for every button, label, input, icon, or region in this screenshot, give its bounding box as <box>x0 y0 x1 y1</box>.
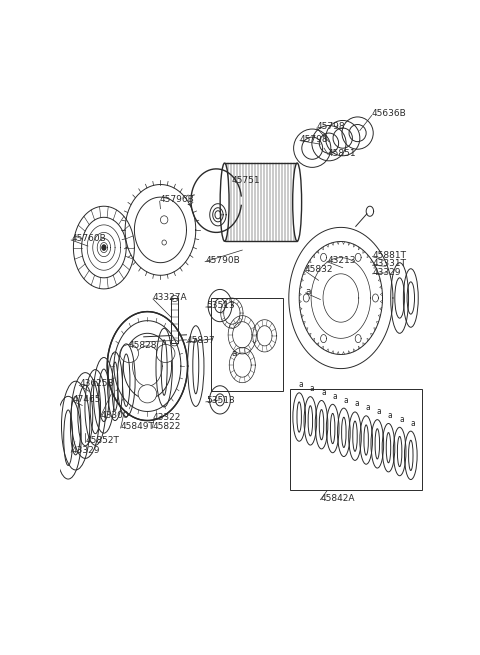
Bar <box>225 163 297 241</box>
Text: 43625B: 43625B <box>79 379 114 388</box>
Text: a: a <box>355 400 359 409</box>
Text: a: a <box>231 349 237 358</box>
Text: a: a <box>299 381 303 389</box>
Text: 45881T: 45881T <box>372 251 407 259</box>
Text: 45852T: 45852T <box>85 436 119 445</box>
Text: 45837: 45837 <box>186 337 215 345</box>
Text: 45796B: 45796B <box>160 195 194 204</box>
Text: a: a <box>399 415 404 424</box>
Ellipse shape <box>220 163 229 241</box>
Text: 43322: 43322 <box>152 413 180 422</box>
Text: a: a <box>366 403 371 412</box>
Text: 45849T: 45849T <box>120 422 155 431</box>
Text: a: a <box>305 287 311 296</box>
Text: a: a <box>321 388 326 397</box>
Text: 43329: 43329 <box>372 268 401 277</box>
Text: 47465: 47465 <box>73 396 102 404</box>
Text: a: a <box>377 407 382 416</box>
Text: 53513: 53513 <box>206 396 235 405</box>
Text: a: a <box>343 396 348 405</box>
Text: a: a <box>332 392 337 401</box>
Text: a: a <box>410 419 415 428</box>
Text: 45828: 45828 <box>129 341 157 350</box>
Text: 45798: 45798 <box>317 122 345 131</box>
Text: 45798: 45798 <box>300 135 329 143</box>
Text: 45832: 45832 <box>305 265 333 274</box>
Text: a: a <box>388 411 393 420</box>
Text: 45751: 45751 <box>231 176 260 185</box>
Bar <box>171 299 178 343</box>
Text: a: a <box>310 384 314 393</box>
Text: 45760B: 45760B <box>71 234 106 243</box>
Ellipse shape <box>156 345 175 363</box>
Ellipse shape <box>138 384 157 403</box>
Text: 45636B: 45636B <box>372 109 407 119</box>
Ellipse shape <box>293 163 301 241</box>
Text: 45851: 45851 <box>328 149 357 158</box>
Text: 43329: 43329 <box>71 446 100 455</box>
Text: 45842A: 45842A <box>321 494 355 503</box>
Ellipse shape <box>120 345 139 363</box>
Bar <box>211 298 283 391</box>
Polygon shape <box>102 245 106 250</box>
Polygon shape <box>107 312 188 421</box>
Text: 43300: 43300 <box>100 411 129 420</box>
Text: 43213: 43213 <box>327 255 356 265</box>
Text: 53513: 53513 <box>206 301 235 310</box>
Bar <box>290 389 422 490</box>
Text: 45822: 45822 <box>152 422 180 431</box>
Text: 45790B: 45790B <box>205 255 240 265</box>
Text: 43331T: 43331T <box>372 259 407 268</box>
Text: 43327A: 43327A <box>153 293 188 302</box>
